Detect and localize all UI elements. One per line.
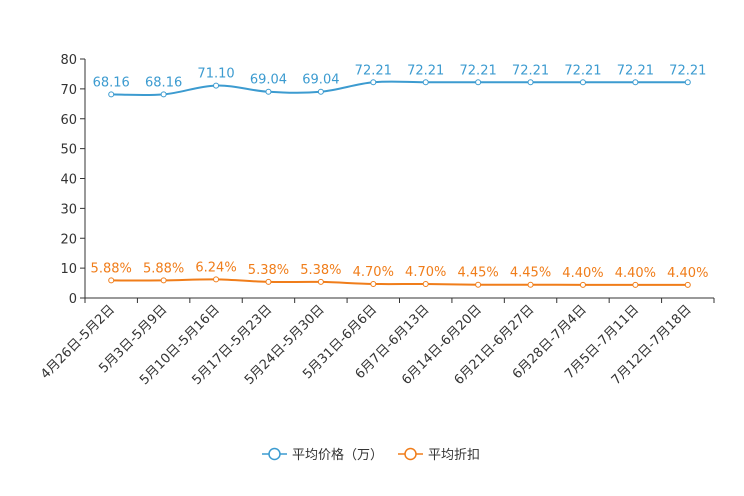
data-label: 4.70% — [353, 265, 394, 280]
data-point — [632, 281, 639, 288]
data-label: 72.21 — [669, 63, 706, 78]
data-label: 4.70% — [405, 265, 446, 280]
data-label: 71.10 — [197, 67, 234, 82]
legend-label: 平均折扣 — [428, 448, 480, 463]
data-label: 4.45% — [510, 266, 551, 281]
legend-item-2[interactable]: 平均折扣 — [398, 447, 480, 463]
data-point — [527, 79, 534, 86]
data-label: 5.88% — [143, 261, 184, 276]
y-tick-label: 0 — [69, 292, 77, 307]
legend-marker — [404, 447, 417, 461]
data-label: 72.21 — [564, 63, 601, 78]
data-label: 68.16 — [93, 75, 130, 90]
data-point — [265, 88, 272, 95]
data-point — [422, 79, 429, 86]
data-point — [108, 277, 115, 284]
data-point — [684, 79, 691, 86]
data-label: 72.21 — [512, 63, 549, 78]
data-label: 5.38% — [248, 263, 289, 278]
data-label: 69.04 — [250, 73, 287, 88]
legend-label: 平均价格（万） — [292, 447, 383, 463]
data-point — [317, 278, 324, 285]
axes: 010203040506070804月26日-5月2日5月3日-5月9日5月10… — [38, 53, 715, 388]
series-1: 68.16 68.16 71.10 69.04 69.04 72.21 72.21 72.21… — [93, 63, 706, 98]
y-tick-label: 10 — [60, 262, 77, 277]
data-point — [317, 88, 324, 95]
data-point — [475, 281, 482, 288]
data-label: 4.40% — [667, 266, 708, 281]
series-2: 5.88% 5.88% 6.24% 5.38% 5.38% 4.70% 4.70% 4.45%… — [91, 260, 708, 288]
data-point — [370, 79, 377, 86]
data-point — [632, 79, 639, 86]
y-tick-label: 20 — [60, 232, 77, 247]
data-label: 4.40% — [615, 266, 656, 281]
data-point — [213, 276, 220, 283]
data-label: 72.21 — [355, 63, 392, 78]
data-label: 72.21 — [617, 63, 654, 78]
data-label: 72.21 — [407, 63, 444, 78]
data-label: 69.04 — [302, 73, 339, 88]
data-point — [684, 281, 691, 288]
y-tick-label: 80 — [60, 53, 77, 68]
data-point — [579, 79, 586, 86]
data-label: 6.24% — [195, 260, 236, 275]
series-line — [111, 278, 688, 286]
data-point — [527, 281, 534, 288]
y-tick-label: 30 — [60, 202, 77, 217]
data-label: 5.88% — [91, 261, 132, 276]
series-layer: 68.16 68.16 71.10 69.04 69.04 72.21 72.21 72.21… — [91, 63, 708, 288]
data-point — [422, 280, 429, 287]
y-tick-label: 40 — [60, 173, 77, 188]
data-point — [579, 281, 586, 288]
data-label: 4.45% — [457, 266, 498, 281]
data-point — [213, 82, 220, 89]
legend[interactable]: 平均价格（万） 平均折扣 — [262, 447, 480, 463]
series-line — [111, 80, 688, 97]
data-point — [475, 79, 482, 86]
data-point — [370, 280, 377, 287]
legend-item-1[interactable]: 平均价格（万） — [262, 447, 383, 463]
data-point — [265, 278, 272, 285]
y-tick-label: 70 — [60, 83, 77, 98]
legend-marker — [268, 447, 281, 461]
data-label: 5.38% — [300, 263, 341, 278]
data-label: 68.16 — [145, 75, 182, 90]
data-label: 72.21 — [460, 63, 497, 78]
y-tick-label: 50 — [60, 143, 77, 158]
data-point — [160, 91, 167, 98]
y-tick-label: 60 — [60, 113, 77, 128]
data-label: 4.40% — [562, 266, 603, 281]
data-point — [108, 91, 115, 98]
data-point — [160, 277, 167, 284]
